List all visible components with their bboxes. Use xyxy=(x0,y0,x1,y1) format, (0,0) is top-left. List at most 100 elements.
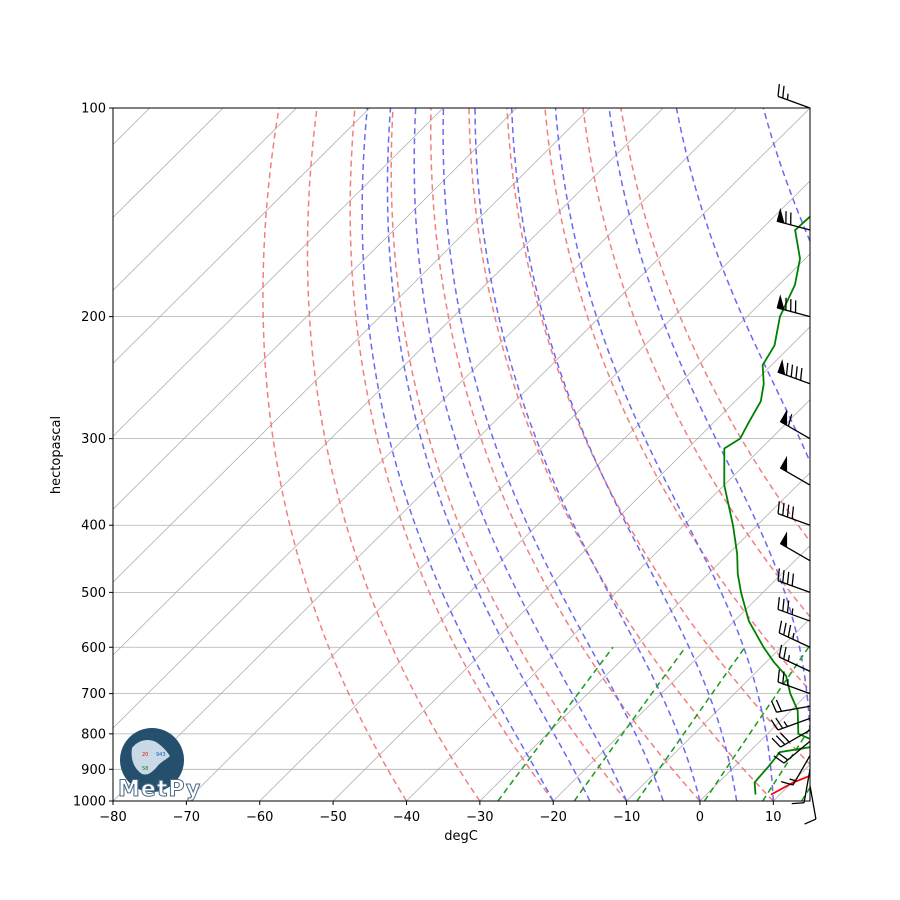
x-tick-label: 0 xyxy=(696,810,704,825)
barb-full xyxy=(787,624,792,638)
metpy-logo: 20 943 58 MetPy xyxy=(118,728,201,803)
barb-full xyxy=(782,598,785,612)
wind-barb xyxy=(776,294,811,318)
mixing-ratio-line xyxy=(497,646,614,801)
barb-shaft xyxy=(783,740,811,764)
barb-full xyxy=(777,501,780,514)
x-axis-label: degC xyxy=(444,829,478,844)
y-tick-label: 1000 xyxy=(73,795,106,810)
x-tick-label: 10 xyxy=(765,810,782,825)
wind-barb xyxy=(770,717,811,731)
barb-full xyxy=(777,568,780,581)
logo-small-text-2: 943 xyxy=(156,752,166,758)
barb-shaft xyxy=(777,580,811,593)
wind-barb xyxy=(779,455,811,486)
isotherm-gridline xyxy=(186,180,810,801)
data-layer xyxy=(723,215,810,796)
barb-full xyxy=(783,646,787,660)
barb-full xyxy=(786,504,790,518)
y-tick-label: 700 xyxy=(81,687,106,702)
barb-half xyxy=(786,93,789,100)
dry-adiabat xyxy=(468,108,774,801)
moist-adiabat xyxy=(675,108,810,464)
barb-full xyxy=(791,506,795,519)
barb-shaft xyxy=(777,717,811,731)
y-tick-label: 100 xyxy=(81,102,106,117)
barb-full xyxy=(786,600,790,613)
wind-barb xyxy=(777,568,811,593)
logo-small-text-1: 20 xyxy=(142,752,148,758)
wind-barb xyxy=(779,409,811,440)
dry-adiabat xyxy=(429,108,701,801)
isotherm-gridline xyxy=(113,108,737,729)
wind-barb xyxy=(777,501,811,526)
y-tick-label: 400 xyxy=(81,519,106,534)
dry-adiabat xyxy=(306,108,481,801)
barb-flag xyxy=(779,409,788,427)
x-tick-label: −70 xyxy=(173,810,200,825)
logo-continents xyxy=(131,740,170,775)
x-tick-label: −80 xyxy=(99,810,126,825)
wind-barb xyxy=(777,358,811,385)
barb-full xyxy=(777,752,789,761)
barb-full xyxy=(775,717,784,729)
barb-shaft xyxy=(777,95,811,109)
mixing-ratio-line xyxy=(703,646,810,801)
isotherm-gridline xyxy=(259,253,810,801)
barb-full xyxy=(804,818,817,825)
dry-adiabat xyxy=(262,108,408,801)
isotherm-gridline xyxy=(113,108,371,364)
barb-full xyxy=(770,700,778,713)
barb-half xyxy=(787,655,791,662)
wind-barb xyxy=(777,84,811,109)
wind-barb xyxy=(778,620,811,648)
moist-adiabat xyxy=(442,108,664,801)
dry-adiabat xyxy=(349,108,554,801)
isotherm-gridline xyxy=(847,108,900,801)
mixing-ratio-line xyxy=(855,647,900,801)
barb-full xyxy=(777,597,780,610)
barb-shaft xyxy=(777,608,811,622)
dry-adiabat xyxy=(620,108,810,543)
wind-barb xyxy=(776,207,811,231)
barb-full xyxy=(771,737,782,748)
moist-adiabat xyxy=(762,108,810,244)
barb-full xyxy=(782,85,785,99)
isotherm-gridline xyxy=(113,108,224,218)
x-tick-label: −30 xyxy=(466,810,493,825)
wind-barb xyxy=(791,769,811,805)
barb-shaft xyxy=(777,681,811,695)
isotherm-gridline xyxy=(113,108,591,583)
isotherm-gridline xyxy=(113,108,297,291)
barb-half xyxy=(789,778,796,782)
moist-adiabat xyxy=(361,108,554,801)
barb-full xyxy=(780,781,794,786)
barb-full xyxy=(785,362,789,376)
wind-barb xyxy=(777,597,811,622)
isotherm-gridline xyxy=(332,326,810,801)
dry-adiabat xyxy=(582,108,810,618)
barb-full xyxy=(791,802,805,805)
logo-small-text-3: 58 xyxy=(142,766,148,772)
barb-half xyxy=(783,721,788,727)
wind-barb xyxy=(773,740,811,764)
plot-frame xyxy=(112,107,811,802)
barb-shaft xyxy=(778,656,811,672)
barb-flag xyxy=(779,455,788,473)
wind-barb xyxy=(804,785,817,825)
dry-adiabat xyxy=(390,108,628,801)
wind-barbs xyxy=(770,84,817,825)
barb-shaft xyxy=(809,785,817,820)
isotherm-gridline xyxy=(626,618,810,801)
barb-half xyxy=(792,633,795,640)
barb-full xyxy=(775,735,786,746)
dewpoint-profile xyxy=(723,215,810,795)
moist-adiabat xyxy=(608,108,810,801)
barb-full xyxy=(773,755,785,764)
isotherm-gridline xyxy=(552,545,810,801)
barb-shaft xyxy=(780,729,811,748)
barb-full xyxy=(780,732,790,743)
